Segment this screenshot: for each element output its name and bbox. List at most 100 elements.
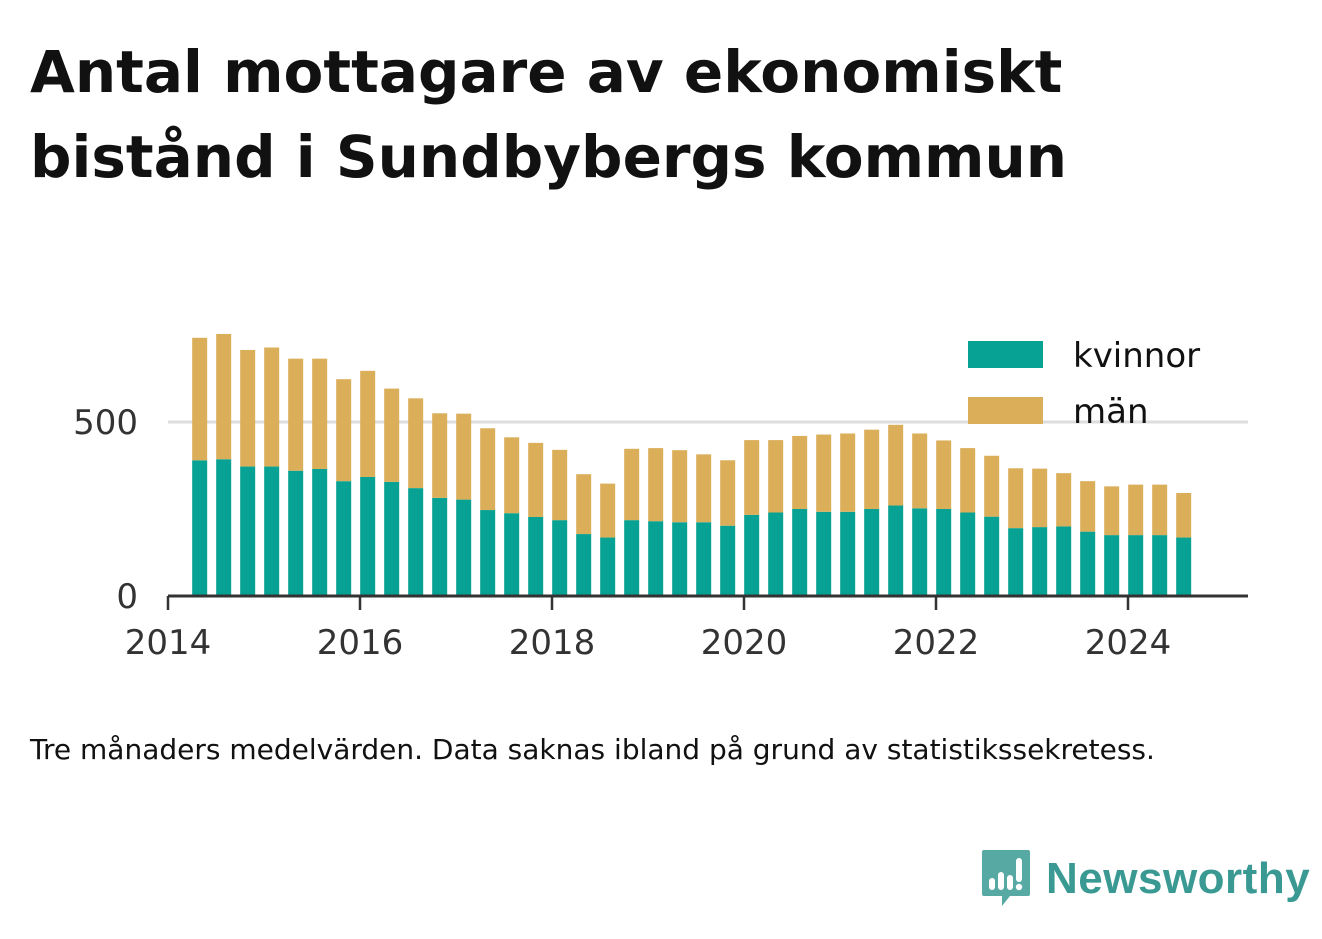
bar-kvinnor-19 [648, 521, 664, 596]
y-tick-label-500: 500 [73, 403, 138, 443]
bar-män-28 [864, 429, 880, 509]
x-tick-label-2018: 2018 [509, 623, 596, 663]
bar-kvinnor-15 [552, 520, 568, 596]
bar-män-8 [384, 388, 400, 482]
bar-män-25 [792, 435, 808, 509]
bar-kvinnor-37 [1080, 531, 1096, 596]
bar-män-35 [1032, 468, 1048, 528]
bar-kvinnor-8 [384, 481, 400, 596]
bar-män-17 [600, 483, 616, 538]
bar-kvinnor-1 [216, 459, 232, 596]
bar-kvinnor-11 [456, 499, 472, 596]
bar-kvinnor-26 [816, 511, 832, 596]
bar-män-37 [1080, 481, 1096, 532]
bar-kvinnor-21 [696, 522, 712, 596]
bar-män-7 [360, 370, 376, 477]
bar-kvinnor-38 [1104, 535, 1120, 596]
chart-title: Antal mottagare av ekonomiskt bistånd i … [30, 30, 1230, 200]
bar-män-9 [408, 398, 424, 489]
legend-swatch-män [968, 397, 1043, 424]
bar-kvinnor-10 [432, 497, 448, 596]
bar-män-6 [336, 379, 352, 482]
newsworthy-logo[interactable]: Newsworthy [980, 848, 1310, 910]
bar-kvinnor-14 [528, 517, 544, 596]
bar-män-24 [768, 440, 784, 513]
x-tick-label-2022: 2022 [893, 623, 980, 663]
bar-kvinnor-41 [1176, 537, 1192, 596]
x-tick-label-2020: 2020 [701, 623, 788, 663]
bar-män-33 [984, 455, 1000, 517]
bar-män-23 [744, 440, 760, 515]
newsworthy-bar-chart-icon [982, 850, 1030, 906]
x-tick-label-2024: 2024 [1085, 623, 1172, 663]
bar-män-3 [264, 347, 280, 467]
chart-caption: Tre månaders medelvärden. Data saknas ib… [30, 733, 1155, 766]
bar-män-31 [936, 440, 952, 509]
stacked-bar-chart: 2014 2016 2018 2020 2022 2024 0 500 kvinnor män [73, 333, 1248, 663]
bar-män-29 [888, 424, 904, 506]
bar-män-41 [1176, 492, 1192, 538]
bar-män-40 [1152, 484, 1168, 536]
bar-män-19 [648, 448, 664, 522]
bar-kvinnor-16 [576, 534, 592, 596]
bar-kvinnor-20 [672, 522, 688, 596]
bar-män-2 [240, 349, 256, 467]
bar-kvinnor-17 [600, 537, 616, 596]
bar-kvinnor-6 [336, 481, 352, 596]
bar-kvinnor-24 [768, 512, 784, 596]
bar-män-4 [288, 358, 304, 471]
bar-kvinnor-4 [288, 470, 304, 596]
bar-kvinnor-31 [936, 509, 952, 596]
bar-kvinnor-30 [912, 508, 928, 596]
bar-kvinnor-9 [408, 488, 424, 596]
title-line-2: bistånd i Sundbybergs kommun [30, 123, 1068, 191]
bar-män-14 [528, 442, 544, 518]
bar-kvinnor-5 [312, 468, 328, 596]
bar-kvinnor-0 [192, 460, 208, 596]
bar-kvinnor-33 [984, 516, 1000, 596]
bar-kvinnor-23 [744, 514, 760, 596]
bar-män-13 [504, 437, 520, 514]
bar-män-30 [912, 433, 928, 509]
bar-män-10 [432, 413, 448, 498]
bar-kvinnor-28 [864, 509, 880, 596]
bar-män-0 [192, 337, 208, 461]
bar-kvinnor-2 [240, 466, 256, 596]
bar-kvinnor-3 [264, 466, 280, 596]
bar-män-18 [624, 448, 640, 521]
bar-män-38 [1104, 486, 1120, 536]
bar-kvinnor-40 [1152, 535, 1168, 596]
brand-name: Newsworthy [1046, 854, 1311, 903]
bar-kvinnor-29 [888, 505, 904, 596]
x-tick-label-2014: 2014 [125, 623, 212, 663]
bar-män-15 [552, 449, 568, 521]
bar-kvinnor-34 [1008, 528, 1024, 596]
bar-män-11 [456, 413, 472, 500]
legend-swatch-kvinnor [968, 341, 1043, 368]
bar-män-1 [216, 333, 232, 460]
bar-kvinnor-32 [960, 512, 976, 596]
bar-kvinnor-35 [1032, 527, 1048, 596]
bar-kvinnor-36 [1056, 526, 1072, 596]
bar-män-36 [1056, 473, 1072, 527]
y-tick-label-0: 0 [116, 577, 138, 617]
bar-kvinnor-39 [1128, 535, 1144, 596]
bar-kvinnor-22 [720, 525, 736, 596]
bar-män-22 [720, 460, 736, 526]
bar-kvinnor-25 [792, 509, 808, 596]
bar-kvinnor-18 [624, 520, 640, 596]
bar-män-5 [312, 358, 328, 469]
bar-män-32 [960, 448, 976, 513]
bar-män-27 [840, 433, 856, 512]
x-tick-label-2016: 2016 [317, 623, 404, 663]
bar-män-16 [576, 474, 592, 535]
title-line-1: Antal mottagare av ekonomiskt [30, 38, 1063, 106]
legend-label-kvinnor: kvinnor [1073, 336, 1200, 376]
bar-kvinnor-13 [504, 513, 520, 596]
bar-män-39 [1128, 484, 1144, 536]
bar-män-20 [672, 450, 688, 523]
bar-män-34 [1008, 468, 1024, 529]
bar-kvinnor-7 [360, 476, 376, 596]
bar-män-26 [816, 434, 832, 512]
bar-män-21 [696, 454, 712, 523]
